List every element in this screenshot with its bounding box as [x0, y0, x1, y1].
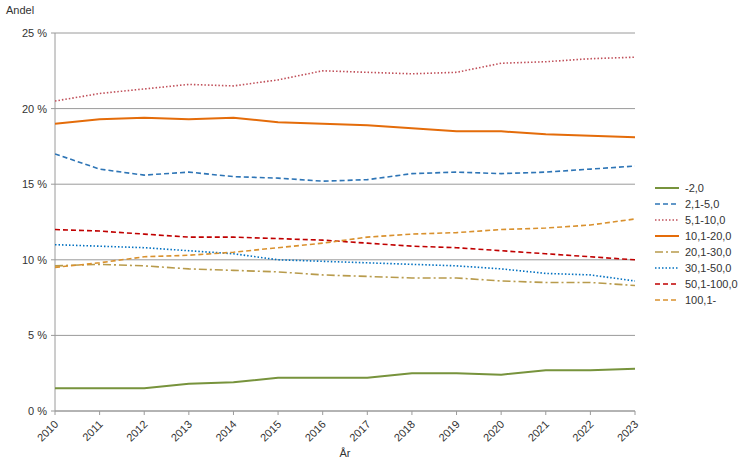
y-axis-label: Andel [6, 4, 34, 16]
x-tick-label: 2018 [392, 418, 418, 444]
legend-swatch [655, 219, 679, 221]
legend-swatch [655, 251, 679, 253]
x-tick [188, 411, 189, 415]
grid [51, 33, 635, 411]
x-tick-label: 2014 [213, 418, 239, 444]
legend-swatch [655, 267, 679, 269]
legend-label: 100,1- [685, 294, 717, 306]
series-line [55, 245, 635, 281]
x-tick-label: 2011 [80, 418, 105, 443]
legend-label: 2,1-5,0 [685, 198, 719, 210]
legend-label: 10,1-20,0 [685, 230, 731, 242]
x-tick [99, 411, 100, 415]
series-line [55, 57, 635, 101]
x-tick-label: 2021 [525, 418, 551, 444]
y-tick-label: 15 % [22, 178, 47, 190]
legend: -2,0 2,1-5,0 5,1-10,0 10,1-20,0 20,1-30,0 30,… [655, 182, 738, 306]
y-tick-label: 10 % [22, 254, 47, 266]
x-tick [635, 411, 636, 415]
legend-label: 5,1-10,0 [685, 214, 725, 226]
x-tick [590, 411, 591, 415]
legend-swatch [655, 203, 679, 205]
grid-line [55, 33, 635, 34]
y-tick [51, 33, 55, 34]
x-tick [322, 411, 323, 415]
x-tick-label: 2013 [168, 418, 194, 444]
x-tick [411, 411, 412, 415]
series-line [55, 369, 635, 389]
y-tick [51, 335, 55, 336]
x-tick-label: 2022 [570, 418, 596, 444]
x-tick [367, 411, 368, 415]
y-tick-label: 0 % [28, 405, 47, 417]
x-tick-label: 2017 [347, 418, 373, 444]
grid-line [55, 184, 635, 185]
legend-swatch [655, 299, 679, 301]
y-tick-label: 20 % [22, 103, 47, 115]
x-tick-label: 2010 [35, 418, 61, 444]
legend-swatch [655, 235, 679, 237]
x-tick-label: 2020 [481, 418, 507, 444]
series-line [55, 230, 635, 260]
x-tick [456, 411, 457, 415]
x-tick [144, 411, 145, 415]
legend-swatch [655, 283, 679, 285]
grid-line [55, 335, 635, 336]
legend-label: 20,1-30,0 [685, 246, 731, 258]
x-axis-label: År [340, 447, 351, 459]
x-tick [55, 411, 56, 415]
series-line [55, 264, 635, 285]
x-axis [55, 411, 635, 412]
x-tick-label: 2012 [124, 418, 150, 444]
x-tick [545, 411, 546, 415]
x-tick [278, 411, 279, 415]
y-tick-label: 5 % [28, 329, 47, 341]
y-tick [51, 108, 55, 109]
y-axis [55, 33, 56, 411]
x-tick-label: 2019 [436, 418, 462, 444]
x-tick-label: 2015 [258, 418, 284, 444]
chart: 0 % 5 % 10 % 15 % 20 % 25 % 2010 2011 2012 2013 20… [0, 0, 739, 463]
legend-label: -2,0 [685, 182, 704, 194]
plot-area [55, 57, 635, 388]
series-line [55, 154, 635, 181]
x-tick-label: 2016 [302, 418, 328, 444]
legend-swatch [655, 187, 679, 189]
grid-line [55, 108, 635, 109]
series-line [55, 118, 635, 138]
x-tick-label: 2023 [615, 418, 641, 444]
x-tick [233, 411, 234, 415]
grid-line [55, 411, 635, 412]
y-tick [51, 259, 55, 260]
y-tick-label: 25 % [22, 27, 47, 39]
y-tick [51, 411, 55, 412]
legend-label: 30,1-50,0 [685, 262, 731, 274]
x-tick [501, 411, 502, 415]
legend-label: 50,1-100,0 [685, 278, 738, 290]
y-tick [51, 184, 55, 185]
grid-line [55, 259, 635, 260]
series-line [55, 219, 635, 267]
